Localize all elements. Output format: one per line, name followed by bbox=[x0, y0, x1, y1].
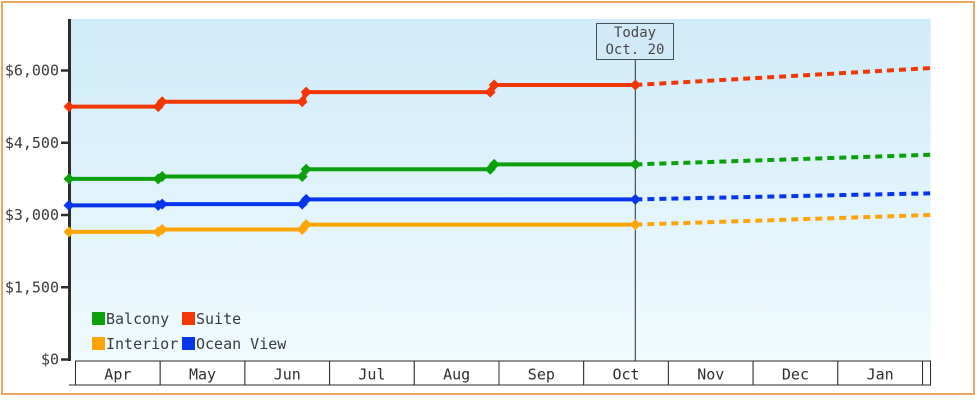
month-label: Apr bbox=[104, 366, 131, 384]
y-tick-label: $0 bbox=[41, 351, 59, 369]
ocean-view-swatch-icon bbox=[182, 337, 195, 350]
month-label: Jun bbox=[274, 366, 301, 384]
ocean-view-point-marker bbox=[300, 193, 312, 205]
suite-swatch-icon bbox=[182, 312, 195, 325]
month-cell bbox=[498, 360, 585, 386]
legend-label-suite: Suite bbox=[196, 309, 242, 328]
today-date: Oct. 20 bbox=[605, 41, 665, 58]
interior-point-marker bbox=[629, 219, 641, 231]
ocean-view-history-line bbox=[69, 197, 636, 208]
balcony-forecast-line bbox=[635, 152, 931, 167]
month-label: Sep bbox=[528, 366, 555, 384]
suite-point-marker bbox=[63, 101, 75, 113]
plot-area bbox=[69, 19, 931, 361]
y-tick-label: $4,500 bbox=[5, 134, 59, 152]
balcony-point-marker bbox=[488, 158, 500, 170]
month-cell-partial bbox=[922, 360, 931, 386]
ocean-view-point-marker bbox=[629, 193, 641, 205]
month-label: May bbox=[189, 366, 216, 384]
legend-item-balcony: Balcony bbox=[92, 309, 182, 328]
month-cell bbox=[329, 360, 415, 386]
interior-history-line bbox=[69, 222, 636, 234]
interior-forecast-line bbox=[635, 213, 931, 227]
suite-point-marker bbox=[156, 96, 168, 108]
y-tick-label: $6,000 bbox=[5, 62, 59, 80]
interior-point-marker bbox=[63, 226, 75, 238]
month-cell bbox=[667, 360, 754, 386]
ocean-view-point-marker bbox=[63, 199, 75, 211]
today-annotation: Today Oct. 20 bbox=[596, 23, 674, 60]
suite-point-marker bbox=[300, 86, 312, 98]
month-cell bbox=[837, 360, 923, 386]
y-tick-label: $3,000 bbox=[5, 206, 59, 224]
y-tick-label: $1,500 bbox=[5, 278, 59, 296]
ocean-view-point-marker bbox=[156, 198, 168, 210]
balcony-point-marker bbox=[156, 170, 168, 182]
interior-swatch-icon bbox=[92, 337, 105, 350]
balcony-point-marker bbox=[629, 158, 641, 170]
month-label: Oct bbox=[613, 366, 640, 384]
month-cell bbox=[244, 360, 331, 386]
suite-point-marker bbox=[484, 86, 496, 98]
month-label: Aug bbox=[443, 366, 470, 384]
legend-item-ocean-view: Ocean View bbox=[182, 334, 287, 353]
interior-point-marker bbox=[156, 223, 168, 235]
interior-point-marker bbox=[300, 219, 312, 231]
month-label: Nov bbox=[697, 366, 724, 384]
suite-point-marker bbox=[488, 79, 500, 91]
month-cell bbox=[752, 360, 839, 386]
balcony-point-marker bbox=[63, 173, 75, 185]
suite-forecast-line bbox=[635, 66, 931, 87]
suite-point-marker bbox=[296, 96, 308, 108]
legend-label-ocean-view: Ocean View bbox=[196, 334, 287, 353]
balcony-point-marker bbox=[296, 170, 308, 182]
month-cell bbox=[159, 360, 246, 386]
legend-item-suite: Suite bbox=[182, 309, 286, 328]
month-label: Jan bbox=[867, 366, 894, 384]
month-cell bbox=[583, 360, 669, 386]
today-label: Today bbox=[613, 24, 657, 41]
month-label: Jul bbox=[358, 366, 385, 384]
balcony-swatch-icon bbox=[92, 312, 105, 325]
legend: Balcony Suite Interior Ocean View bbox=[92, 309, 287, 353]
balcony-point-marker bbox=[300, 163, 312, 175]
month-label: Dec bbox=[782, 366, 809, 384]
legend-label-balcony: Balcony bbox=[106, 309, 170, 328]
legend-label-interior: Interior bbox=[106, 334, 179, 353]
ocean-view-forecast-line bbox=[635, 191, 931, 202]
suite-point-marker bbox=[629, 79, 641, 91]
legend-item-interior: Interior bbox=[92, 334, 182, 353]
